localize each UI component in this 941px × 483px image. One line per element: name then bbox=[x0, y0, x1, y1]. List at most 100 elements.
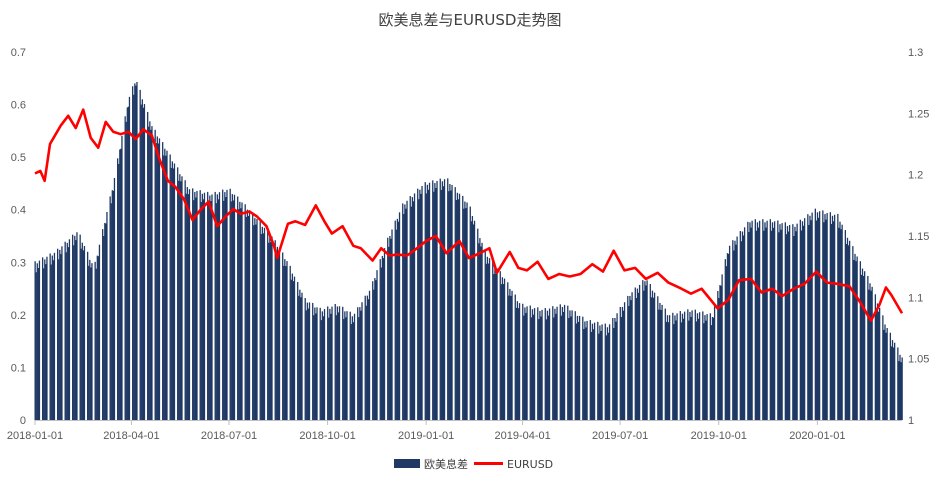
y-left-tick-label: 0.7 bbox=[11, 47, 26, 59]
bar bbox=[758, 220, 761, 420]
bar bbox=[209, 195, 211, 420]
bar bbox=[720, 285, 722, 420]
bar bbox=[128, 96, 131, 420]
y-right-tick-label: 1.25 bbox=[908, 108, 929, 120]
bar bbox=[755, 230, 758, 420]
bar bbox=[349, 311, 351, 420]
bar bbox=[672, 312, 674, 420]
bar bbox=[757, 227, 760, 420]
bar bbox=[829, 212, 831, 420]
bar bbox=[314, 307, 316, 420]
bar bbox=[457, 199, 460, 420]
bar bbox=[515, 307, 517, 420]
bar bbox=[184, 180, 186, 420]
bar bbox=[344, 311, 346, 420]
bar bbox=[853, 259, 855, 420]
bar bbox=[516, 301, 519, 420]
bar bbox=[494, 267, 496, 420]
bar bbox=[396, 218, 399, 420]
bar bbox=[403, 213, 405, 420]
bar bbox=[49, 253, 51, 420]
bar bbox=[823, 222, 825, 420]
bar bbox=[734, 240, 736, 420]
bar bbox=[807, 214, 809, 420]
bar bbox=[395, 229, 397, 420]
bar bbox=[305, 310, 307, 420]
bar bbox=[771, 222, 774, 420]
bar bbox=[616, 313, 618, 420]
bar bbox=[621, 306, 624, 420]
bar bbox=[772, 227, 775, 420]
bar bbox=[388, 246, 390, 420]
bar bbox=[814, 208, 816, 420]
bar bbox=[508, 295, 510, 420]
bar bbox=[210, 201, 212, 420]
bar bbox=[74, 235, 76, 420]
bar bbox=[868, 289, 870, 420]
bar bbox=[650, 297, 653, 420]
bar bbox=[877, 311, 880, 420]
bar bbox=[285, 266, 287, 420]
bar bbox=[653, 292, 656, 420]
bar bbox=[125, 121, 127, 420]
bar bbox=[780, 229, 782, 420]
bar bbox=[330, 313, 332, 420]
y-left-tick-label: 0.1 bbox=[11, 362, 26, 374]
bar bbox=[833, 214, 836, 420]
bar bbox=[871, 286, 873, 420]
bar bbox=[832, 221, 835, 420]
bar bbox=[247, 215, 250, 420]
bar bbox=[524, 307, 526, 420]
bar bbox=[143, 104, 146, 421]
bar bbox=[450, 190, 452, 420]
bar bbox=[589, 320, 591, 420]
bar bbox=[233, 194, 236, 420]
bar bbox=[262, 233, 265, 420]
bar bbox=[37, 267, 40, 420]
x-tick-label: 2019-01-01 bbox=[398, 430, 454, 442]
bar bbox=[68, 239, 71, 420]
bar bbox=[854, 253, 856, 420]
bar bbox=[645, 285, 647, 420]
bar bbox=[568, 318, 570, 420]
bar bbox=[862, 275, 865, 420]
bar bbox=[841, 224, 843, 420]
bar bbox=[365, 305, 367, 420]
bar bbox=[613, 328, 615, 420]
bar bbox=[852, 246, 854, 420]
bar bbox=[133, 94, 135, 420]
bar bbox=[451, 184, 453, 420]
bar bbox=[454, 187, 456, 420]
bar bbox=[855, 261, 857, 420]
legend: 欧美息差 EURUSD bbox=[394, 457, 553, 471]
bar bbox=[741, 231, 744, 420]
bar bbox=[418, 199, 420, 420]
bar bbox=[577, 321, 580, 420]
bar bbox=[337, 312, 340, 420]
bar bbox=[83, 245, 86, 420]
bar bbox=[651, 290, 654, 420]
bar bbox=[186, 187, 188, 420]
bar bbox=[364, 295, 366, 420]
bar bbox=[778, 232, 780, 420]
bar bbox=[514, 294, 516, 420]
bar bbox=[567, 305, 569, 420]
bar bbox=[135, 85, 137, 421]
bar bbox=[687, 309, 689, 420]
bar bbox=[180, 181, 182, 420]
bar bbox=[628, 305, 630, 420]
bar bbox=[142, 107, 145, 420]
bar bbox=[360, 310, 362, 420]
bar bbox=[350, 323, 352, 420]
bar bbox=[90, 267, 92, 420]
bar bbox=[863, 271, 866, 420]
bar bbox=[150, 129, 152, 420]
bar bbox=[58, 259, 60, 420]
bar bbox=[717, 291, 719, 420]
bar bbox=[751, 220, 753, 420]
bar bbox=[637, 292, 640, 420]
bar bbox=[856, 256, 858, 420]
bar bbox=[721, 274, 723, 420]
bar bbox=[455, 199, 457, 420]
bar bbox=[178, 180, 180, 420]
